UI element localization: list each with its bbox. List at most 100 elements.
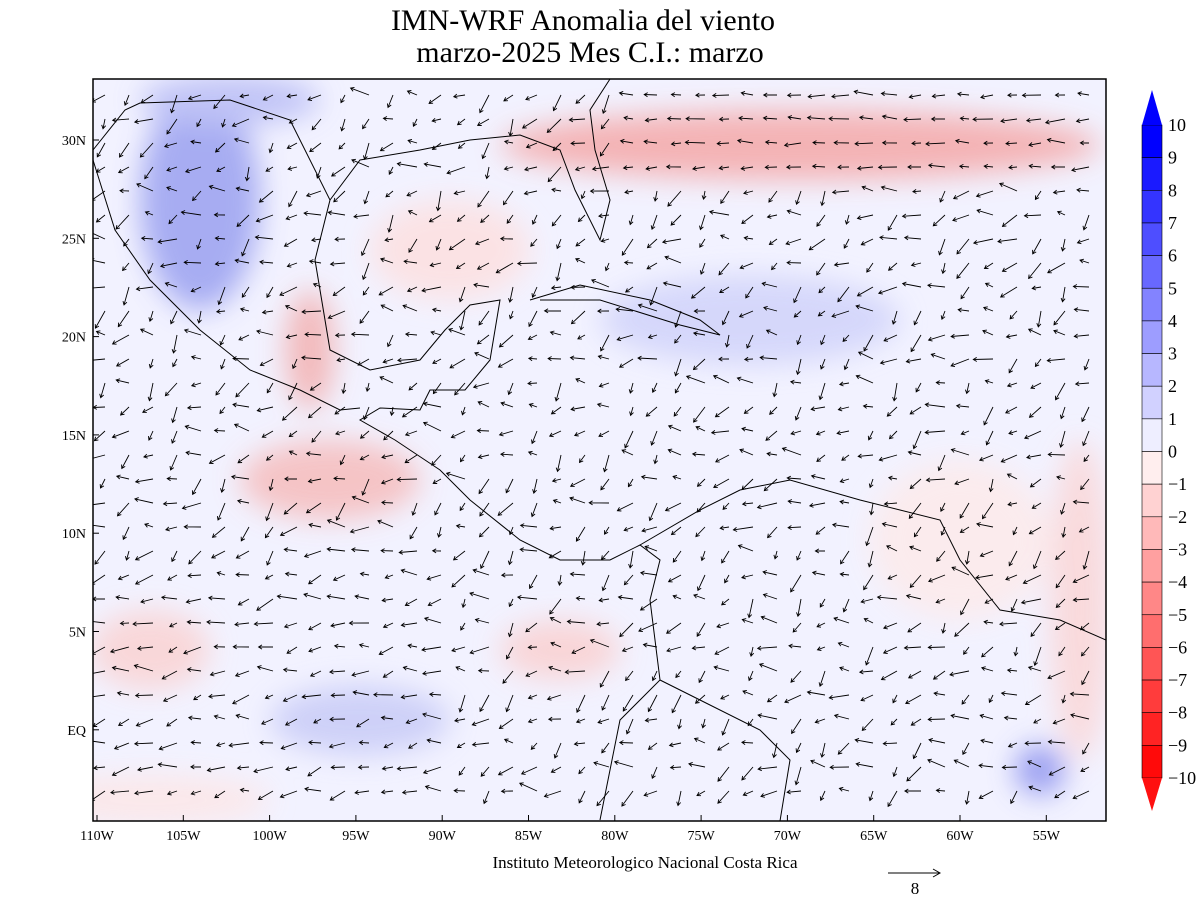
colorbar-box [1141,222,1163,256]
wind-vector [907,450,922,456]
wind-vector [810,474,826,480]
wind-vector [231,118,250,128]
wind-vector [880,670,898,681]
wind-vector [713,478,730,489]
wind-vector [253,766,274,774]
wind-vector [166,118,178,135]
wind-vector [810,759,826,768]
wind-vector [478,526,490,538]
wind-vector [239,787,250,793]
wind-vector [507,622,514,638]
wind-vector [236,214,250,228]
wind-vector [763,478,778,492]
wind-vector [117,574,130,581]
wind-vector [877,164,898,170]
wind-vector [903,235,922,241]
wind-vector [400,622,418,628]
wind-vector [169,454,178,471]
wind-vector [743,356,754,362]
wind-vector [839,478,850,484]
wind-vector [909,574,922,589]
wind-vector [1050,164,1065,170]
wind-vector [746,334,754,349]
wind-vector [215,382,226,396]
wind-vector [811,163,826,169]
wind-vector [423,616,442,624]
colorbar-box [1141,287,1163,322]
wind-vector [787,115,802,120]
wind-vector [235,186,250,192]
wind-vector [448,238,466,251]
wind-vector [840,550,850,565]
wind-vector [816,622,826,628]
wind-vector [820,334,826,346]
wind-vector [381,454,394,460]
wind-vector [666,116,682,122]
wind-vector [710,430,730,435]
wind-vector [828,116,850,122]
wind-vector [386,334,394,348]
lon-label: 100W [252,829,287,844]
wind-vector [982,502,994,520]
wind-vector [257,790,274,801]
wind-vector [206,766,226,773]
wind-vector [952,190,970,200]
wind-vector [978,454,994,462]
wind-vector [598,213,610,219]
wind-vector [303,210,322,216]
wind-vector [621,790,634,807]
wind-vector [910,334,922,353]
wind-vector [757,766,778,772]
wind-vector [599,142,610,157]
wind-vector [879,358,898,365]
wind-vector [508,286,514,303]
lon-label: 60W [946,829,974,844]
wind-vector [549,598,562,615]
colorbar-label: −1 [1168,474,1187,494]
wind-vector [458,694,466,713]
wind-vector [1055,598,1066,609]
wind-vector [796,334,802,346]
wind-vector [924,429,946,435]
wind-vector [265,502,274,522]
wind-vector [647,334,658,340]
wind-vector [93,233,106,240]
wind-vector [446,166,466,175]
wind-vector [1026,454,1042,460]
wind-vector [713,665,730,672]
wind-vector [575,94,586,104]
wind-vector [980,738,994,744]
wind-vector [527,450,538,456]
wind-vector [1060,238,1066,252]
wind-vector [1053,329,1066,336]
wind-vector [361,478,370,496]
wind-vector [121,454,130,470]
wind-vector [408,238,418,253]
wind-vector [721,598,730,606]
wind-vector [939,190,946,203]
wind-vector [863,617,874,624]
wind-vector [677,718,682,730]
colorbar-label: −8 [1168,703,1187,723]
wind-vector [214,235,226,241]
wind-vector [972,116,994,122]
wind-vector [359,430,370,439]
wind-vector [380,304,394,312]
wind-vector [132,621,154,627]
wind-vector [213,428,226,433]
wind-vector [701,718,706,729]
wind-vector [953,759,970,768]
wind-vector [476,334,490,345]
wind-vector [866,262,874,273]
wind-vector [795,742,802,754]
wind-vector [158,742,178,751]
wind-vector [144,166,154,180]
wind-vector [469,646,490,655]
wind-vector [571,646,586,654]
wind-vector [389,406,395,417]
wind-vector [266,286,274,299]
wind-vector [259,740,274,746]
wind-vector [645,165,658,171]
wind-vector [552,94,562,112]
wind-vector [976,522,994,528]
